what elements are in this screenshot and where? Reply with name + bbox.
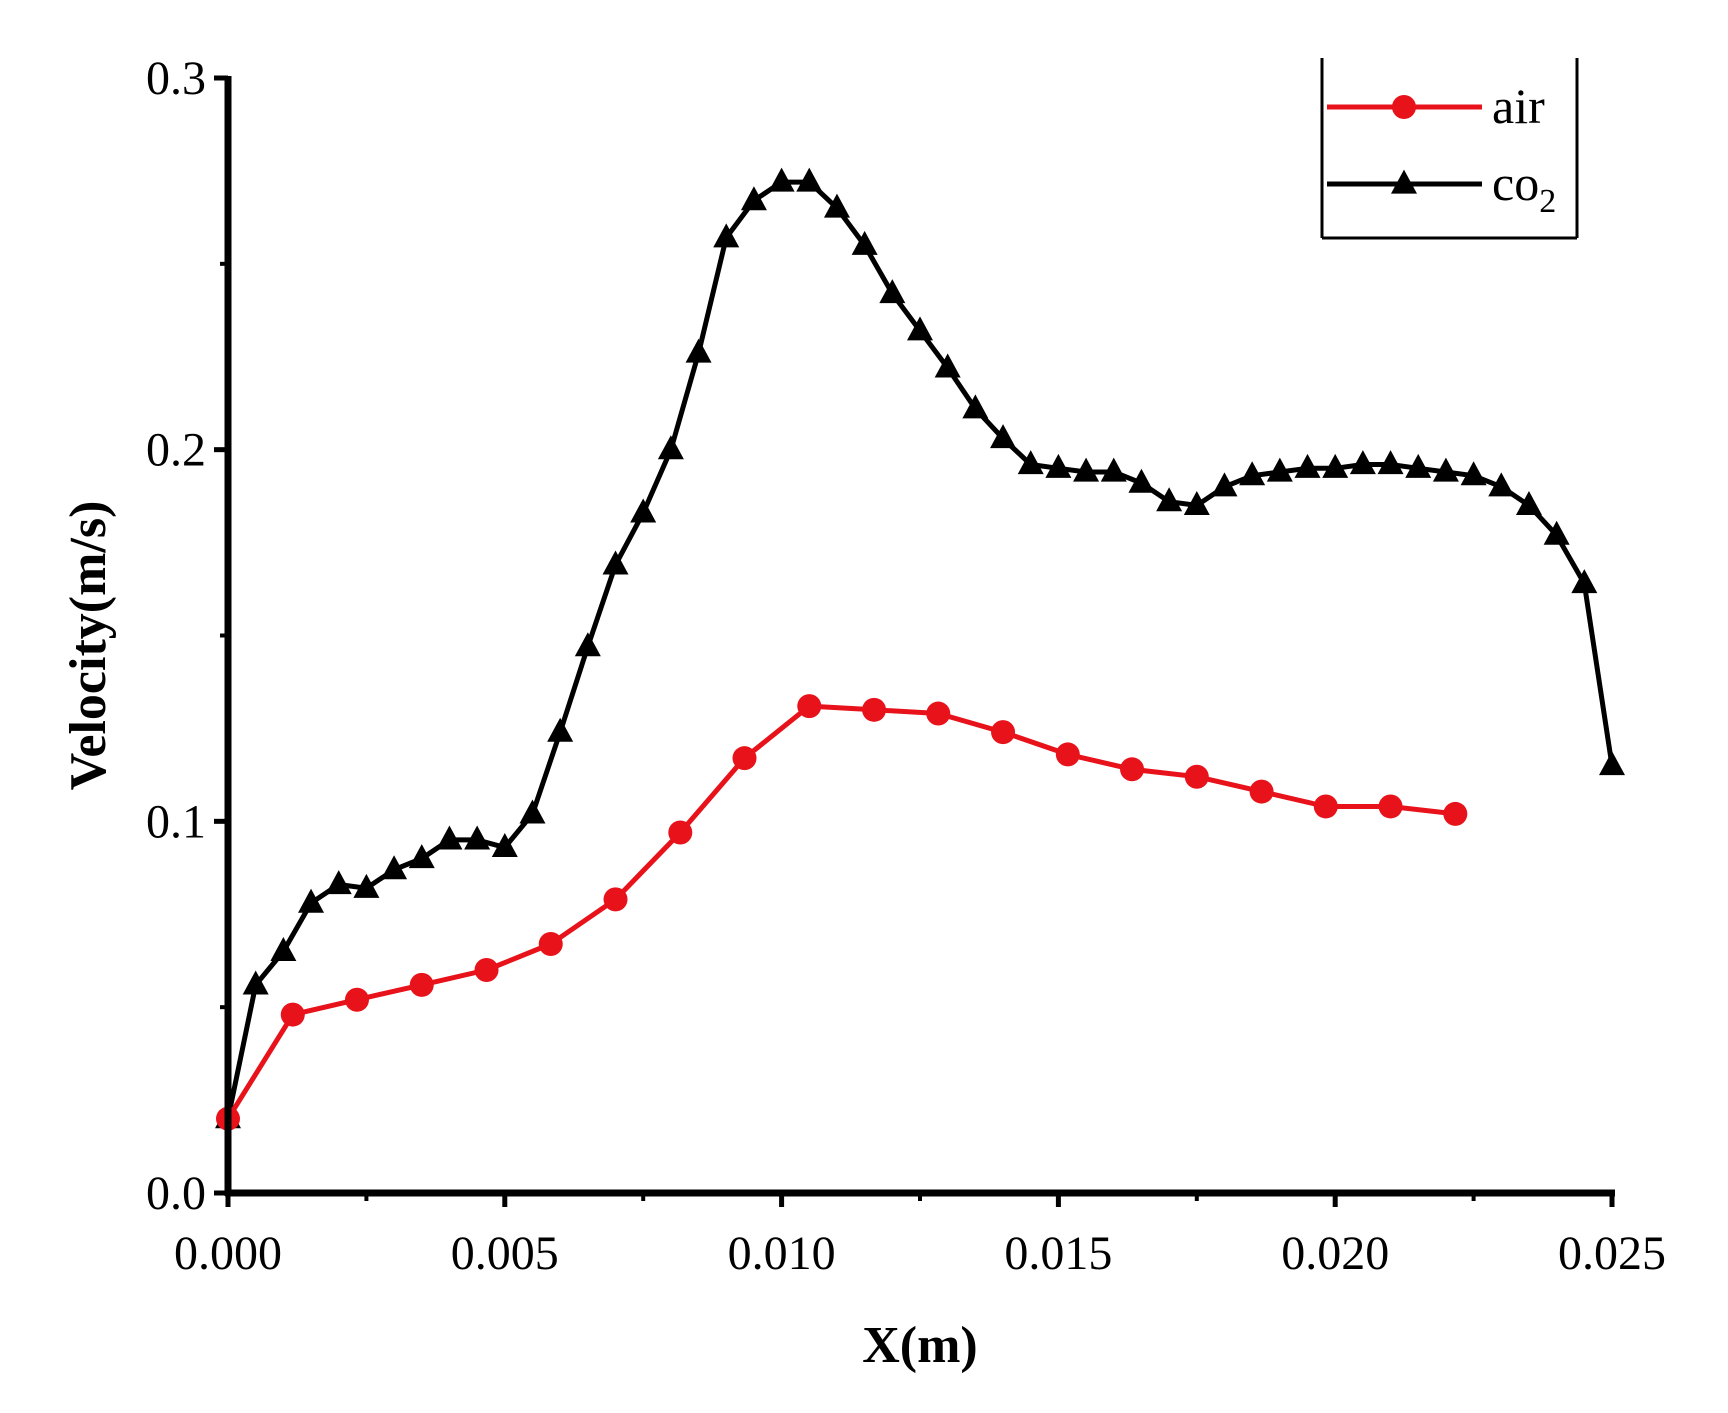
data-point: [713, 223, 740, 248]
legend-label-subscript: 2: [1539, 183, 1556, 220]
data-point: [1571, 569, 1598, 594]
data-point: [926, 701, 951, 726]
data-point: [685, 338, 712, 363]
data-point: [990, 424, 1017, 449]
series-line: [225, 703, 1456, 1121]
data-point: [381, 855, 408, 880]
data-point: [1377, 450, 1404, 475]
data-point: [1405, 453, 1432, 478]
legend-marker: [1392, 95, 1416, 119]
data-point: [1055, 742, 1080, 767]
data-point: [1156, 487, 1183, 512]
data-point: [962, 394, 989, 419]
data-point: [547, 717, 574, 742]
data-point: [353, 873, 380, 898]
y-tick-label: 0.0: [146, 1167, 206, 1220]
data-point: [602, 550, 629, 575]
data-point: [991, 720, 1016, 745]
data-point: [907, 316, 933, 341]
data-point: [1294, 453, 1321, 478]
data-point: [740, 186, 767, 211]
data-point: [934, 353, 961, 378]
x-axis-title: X(m): [862, 1317, 978, 1374]
x-tick-label: 0.010: [728, 1227, 836, 1280]
data-point: [1488, 472, 1515, 497]
data-point: [409, 972, 434, 997]
data-point: [1017, 450, 1044, 475]
data-point: [436, 825, 463, 850]
data-point: [1322, 453, 1349, 478]
y-axis-title: Velocity(m/s): [60, 501, 117, 791]
x-tick-label: 0.000: [174, 1227, 282, 1280]
data-point: [1211, 472, 1238, 497]
data-point: [1183, 491, 1210, 516]
data-point: [1128, 468, 1155, 493]
data-point: [325, 870, 352, 895]
x-tick-label: 0.015: [1004, 1227, 1112, 1280]
legend-item-co2: co2: [1327, 155, 1556, 220]
data-point: [344, 987, 369, 1012]
data-point: [1432, 457, 1459, 482]
data-point: [668, 820, 693, 845]
y-tick-label: 0.1: [146, 795, 206, 848]
data-point: [879, 279, 906, 304]
y-tick-label: 0.2: [146, 424, 206, 477]
data-point: [1443, 801, 1468, 826]
data-point: [1460, 461, 1487, 486]
y-tick-label: 0.3: [146, 52, 206, 105]
data-point: [1184, 764, 1209, 789]
legend-label: air: [1492, 78, 1545, 134]
data-point: [1045, 453, 1072, 478]
data-point: [474, 958, 499, 982]
data-point: [519, 799, 546, 824]
data-point: [1249, 779, 1274, 804]
data-point: [1599, 751, 1625, 776]
data-point: [270, 937, 297, 962]
data-point: [1100, 457, 1127, 482]
data-point: [408, 844, 435, 869]
data-point: [1543, 520, 1570, 545]
x-tick-label: 0.025: [1558, 1227, 1666, 1280]
data-point: [491, 832, 518, 857]
data-point: [298, 888, 325, 913]
data-point: [797, 694, 822, 719]
series-air: [216, 694, 1468, 1131]
data-point: [630, 498, 657, 523]
data-point: [574, 632, 601, 657]
data-point: [768, 167, 795, 192]
data-point: [1266, 457, 1293, 482]
data-point: [603, 887, 628, 912]
x-tick-label: 0.005: [451, 1227, 559, 1280]
data-point: [1515, 491, 1542, 516]
data-point: [1239, 461, 1266, 486]
data-point: [862, 697, 887, 722]
data-point: [242, 970, 269, 995]
data-point: [1378, 794, 1403, 819]
data-point: [796, 167, 823, 192]
data-point: [280, 1002, 305, 1027]
legend-label: co2: [1492, 155, 1556, 220]
data-point: [657, 435, 684, 460]
legend-item-air: air: [1327, 78, 1545, 134]
data-point: [732, 746, 757, 771]
data-point: [1313, 794, 1338, 819]
data-point: [823, 193, 850, 218]
data-point: [464, 825, 491, 850]
series-co2: [215, 167, 1625, 1129]
data-point: [538, 931, 563, 956]
x-tick-label: 0.020: [1281, 1227, 1389, 1280]
data-point: [851, 230, 878, 255]
data-point: [1073, 457, 1100, 482]
data-point: [1349, 450, 1376, 475]
legend-marker: [1391, 169, 1417, 194]
data-point: [1120, 757, 1145, 782]
